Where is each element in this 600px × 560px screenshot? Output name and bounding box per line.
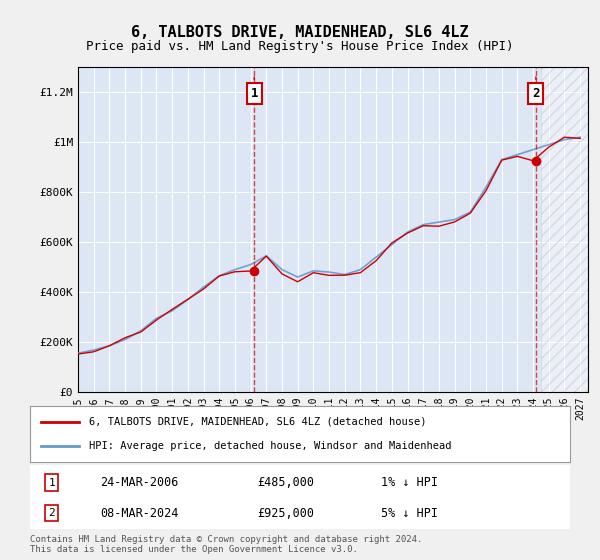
Text: £925,000: £925,000 [257, 507, 314, 520]
Text: 2: 2 [532, 87, 539, 100]
Text: 1: 1 [48, 478, 55, 488]
Text: 2: 2 [48, 508, 55, 518]
Text: Contains HM Land Registry data © Crown copyright and database right 2024.
This d: Contains HM Land Registry data © Crown c… [30, 535, 422, 554]
Text: £485,000: £485,000 [257, 477, 314, 489]
Text: 6, TALBOTS DRIVE, MAIDENHEAD, SL6 4LZ (detached house): 6, TALBOTS DRIVE, MAIDENHEAD, SL6 4LZ (d… [89, 417, 427, 427]
Text: 1% ↓ HPI: 1% ↓ HPI [381, 477, 438, 489]
Text: Price paid vs. HM Land Registry's House Price Index (HPI): Price paid vs. HM Land Registry's House … [86, 40, 514, 53]
Text: 24-MAR-2006: 24-MAR-2006 [100, 477, 179, 489]
Text: 08-MAR-2024: 08-MAR-2024 [100, 507, 179, 520]
Text: 6, TALBOTS DRIVE, MAIDENHEAD, SL6 4LZ: 6, TALBOTS DRIVE, MAIDENHEAD, SL6 4LZ [131, 25, 469, 40]
Text: 1: 1 [250, 87, 258, 100]
Bar [541, 67, 588, 392]
Text: HPI: Average price, detached house, Windsor and Maidenhead: HPI: Average price, detached house, Wind… [89, 441, 452, 451]
Text: 5% ↓ HPI: 5% ↓ HPI [381, 507, 438, 520]
